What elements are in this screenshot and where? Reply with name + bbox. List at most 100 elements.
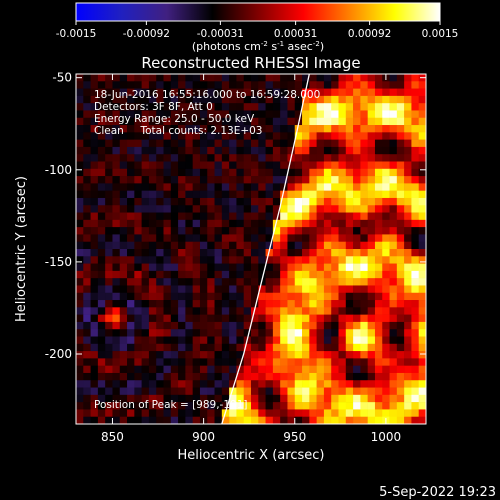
- heatmap-cell: [353, 336, 361, 345]
- heatmap-cell: [119, 139, 128, 148]
- heatmap-cell: [207, 278, 215, 286]
- heatmap-cell: [360, 161, 368, 170]
- heatmap-cell: [141, 285, 150, 294]
- heatmap-cell: [90, 249, 99, 257]
- heatmap-cell: [411, 278, 420, 286]
- heatmap-cell: [134, 146, 142, 155]
- heatmap-cell: [221, 249, 230, 257]
- heatmap-cell: [309, 197, 317, 206]
- heatmap-cell: [272, 409, 281, 418]
- heatmap-cell: [148, 270, 157, 279]
- heatmap-cell: [127, 168, 135, 177]
- heatmap-cell: [76, 292, 84, 301]
- heatmap-cell: [83, 234, 91, 243]
- heatmap-cell: [76, 81, 84, 89]
- heatmap-cell: [302, 314, 310, 323]
- heatmap-cell: [76, 154, 84, 162]
- heatmap-cell: [229, 183, 237, 191]
- heatmap-cell: [382, 351, 390, 359]
- heatmap-cell: [221, 278, 230, 286]
- heatmap-cell: [345, 161, 354, 170]
- heatmap-cell: [221, 176, 230, 184]
- heatmap-cell: [309, 132, 317, 140]
- heatmap-cell: [170, 81, 179, 89]
- heatmap-cell: [251, 154, 259, 162]
- heatmap-cell: [272, 416, 281, 424]
- heatmap-cell: [112, 190, 121, 199]
- axes: 850 900 950 1000-50-100-150-200: [45, 71, 426, 444]
- heatmap-cell: [294, 343, 303, 352]
- heatmap-cell: [178, 161, 186, 170]
- heatmap-cell: [199, 88, 208, 97]
- heatmap-cell: [353, 365, 361, 374]
- heatmap-cell: [302, 249, 310, 257]
- heatmap-cell: [302, 278, 310, 286]
- heatmap-cell: [170, 256, 179, 264]
- heatmap-cell: [105, 307, 113, 315]
- heatmap-cell: [243, 249, 252, 257]
- heatmap-cell: [229, 300, 237, 308]
- heatmap-cell: [97, 387, 106, 396]
- heatmap-cell: [360, 88, 368, 97]
- heatmap-cell: [251, 219, 259, 228]
- heatmap-cell: [265, 394, 274, 403]
- heatmap-cell: [345, 176, 354, 184]
- heatmap-cell: [214, 205, 223, 213]
- heatmap-cell: [97, 103, 106, 111]
- heatmap-cell: [221, 329, 230, 337]
- heatmap-cell: [141, 292, 150, 301]
- heatmap-cell: [338, 249, 347, 257]
- heatmap-cell: [83, 81, 91, 89]
- heatmap-cell: [163, 183, 172, 191]
- heatmap-cell: [404, 212, 412, 221]
- heatmap-cell: [90, 117, 99, 126]
- heatmap-cell: [345, 219, 354, 228]
- heatmap-cell: [199, 402, 208, 410]
- heatmap-cell: [323, 351, 332, 359]
- heatmap-cell: [76, 300, 84, 308]
- heatmap-cell: [309, 329, 317, 337]
- heatmap-cell: [389, 394, 398, 403]
- heatmap-cell: [251, 95, 259, 104]
- heatmap-cell: [170, 212, 179, 221]
- heatmap-cell: [280, 74, 288, 82]
- heatmap-cell: [207, 292, 215, 301]
- heatmap-cell: [163, 161, 172, 170]
- heatmap-cell: [338, 409, 347, 418]
- heatmap-cell: [76, 358, 84, 366]
- heatmap-cell: [178, 416, 186, 424]
- heatmap-cell: [192, 292, 201, 301]
- heatmap-cell: [251, 263, 259, 272]
- heatmap-cell: [374, 263, 383, 272]
- heatmap-cell: [309, 336, 317, 345]
- heatmap-cell: [309, 292, 317, 301]
- heatmap-cell: [141, 219, 150, 228]
- heatmap-cell: [272, 81, 281, 89]
- heatmap-cell: [207, 409, 215, 418]
- heatmap-cell: [141, 176, 150, 184]
- heatmap-cell: [367, 81, 376, 89]
- heatmap-cell: [367, 372, 376, 381]
- heatmap-cell: [221, 358, 230, 366]
- colorbar-ticks: -0.0015 -0.00092 -0.00031 0.00031 0.00092 0.0…: [56, 21, 458, 40]
- heatmap-cell: [192, 336, 201, 345]
- heatmap-cell: [265, 343, 274, 352]
- heatmap-cell: [316, 176, 325, 184]
- heatmap-cell: [353, 161, 361, 170]
- heatmap-cell: [272, 212, 281, 221]
- heatmap-cell: [411, 190, 420, 199]
- heatmap-cell: [141, 125, 150, 133]
- heatmap-cell: [192, 372, 201, 381]
- heatmap-cell: [90, 81, 99, 89]
- heatmap-cell: [83, 351, 91, 359]
- heatmap-cell: [258, 263, 266, 272]
- heatmap-cell: [265, 154, 274, 162]
- heatmap-cell: [170, 321, 179, 330]
- heatmap-cell: [367, 176, 376, 184]
- heatmap-cell: [243, 168, 252, 177]
- heatmap-cell: [97, 270, 106, 279]
- heatmap-cell: [374, 74, 383, 82]
- heatmap-cell: [199, 183, 208, 191]
- heatmap-cell: [287, 168, 296, 177]
- heatmap-cell: [294, 300, 303, 308]
